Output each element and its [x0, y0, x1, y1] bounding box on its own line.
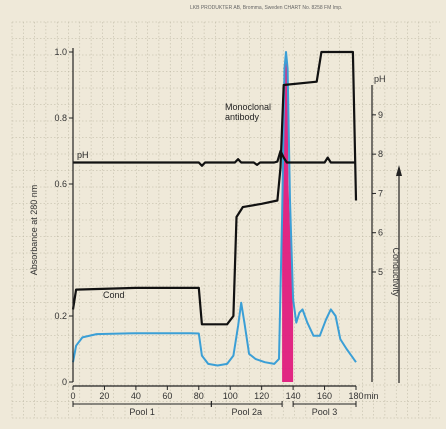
left-axis-tick-label: 1.0: [54, 47, 67, 57]
pool-label: Pool 2a: [231, 407, 262, 417]
x-axis-tick-label: 20: [99, 391, 109, 401]
x-axis-unit: min: [364, 391, 379, 401]
pool-label-bg: [126, 406, 159, 417]
ph-axis-tick-label: 9: [378, 110, 383, 120]
pool-label-bg: [230, 406, 263, 417]
conductivity-axis-title: Conductivity: [391, 247, 401, 297]
ph-axis-tick-label: 5: [378, 267, 383, 277]
series-line-ph: [73, 149, 356, 167]
ph-axis-tick-label: 8: [378, 149, 383, 159]
x-axis-tick-label: 0: [70, 391, 75, 401]
series-line-conductivity: [71, 50, 358, 326]
series-layer: [71, 50, 358, 367]
x-axis-tick-label: 140: [286, 391, 301, 401]
antibody-peak-highlight: [282, 52, 294, 382]
x-axis-tick-label: 160: [317, 391, 332, 401]
left-axis-tick-label: 0.6: [54, 179, 67, 189]
highlight-layer: [282, 52, 294, 382]
x-axis-tick-label: 60: [162, 391, 172, 401]
conductivity-arrow-head: [396, 165, 402, 176]
left-axis-tick-label: 0.8: [54, 113, 67, 123]
ph-curve-label: pH: [77, 150, 89, 160]
ph-axis-title: pH: [374, 74, 386, 84]
ph-axis-tick-label: 6: [378, 228, 383, 238]
left-axis-tick-label: 0.2: [54, 311, 67, 321]
chart-header: LKB PRODUKTER AB, Bromma, Sweden CHART N…: [190, 5, 342, 11]
peak-label-line1: Monoclonal: [225, 102, 271, 112]
x-axis-tick-label: 100: [223, 391, 238, 401]
series-line-absorbance: [72, 51, 357, 367]
grid: [11, 21, 440, 419]
left-axis-tick-label: 0: [62, 377, 67, 387]
pool-label: Pool 3: [312, 407, 338, 417]
axes-layer: 0 0.2 0.6 0.8 1.0 0 20 40 60 80 100 120 140 160 180 min…: [29, 47, 402, 401]
peak-label-line2: antibody: [225, 112, 260, 122]
pools-layer: Pool 1 Pool 2a Pool 3: [72, 401, 357, 417]
x-axis-tick-label: 40: [131, 391, 141, 401]
absorbance-axis-title: Absorbance at 280 nm: [29, 185, 39, 276]
pool-label-bg: [308, 406, 341, 417]
ph-axis-tick-label: 7: [378, 188, 383, 198]
x-axis-tick-label: 80: [194, 391, 204, 401]
x-axis-tick-label: 180: [348, 391, 363, 401]
cond-curve-label: Cond: [103, 290, 125, 300]
pool-label: Pool 1: [129, 407, 155, 417]
x-axis-tick-label: 120: [254, 391, 269, 401]
